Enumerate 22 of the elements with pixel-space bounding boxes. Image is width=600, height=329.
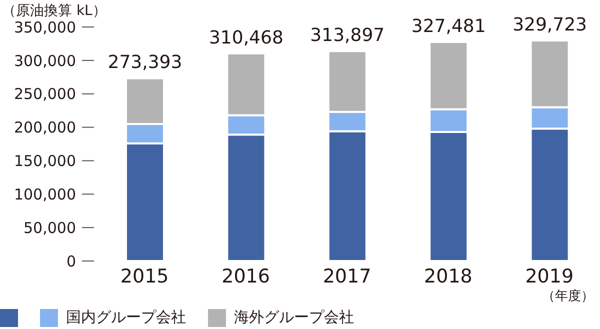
y-tick-label: 350,000 [14, 18, 76, 36]
y-tick-label: 200,000 [14, 118, 76, 137]
x-tick-label: 2017 [322, 265, 372, 288]
x-tick-label: 2016 [222, 265, 270, 288]
y-tick-label: 300,000 [14, 52, 76, 70]
x-tick-label: 2015 [120, 265, 169, 288]
y-axis-title: （原油換算 kL） [2, 2, 106, 20]
total-label: 313,897 [310, 25, 385, 46]
y-tick-label: 0 [66, 252, 76, 270]
legend-label: 海外グループ会社 [234, 308, 354, 327]
legend-label: 国内グループ会社 [66, 308, 186, 327]
total-label: 310,468 [208, 27, 284, 48]
y-tick-label: 150,000 [14, 152, 76, 170]
total-label: 329,723 [512, 14, 588, 36]
y-tick-label: 250,000 [14, 85, 76, 104]
x-tick-label: 2019 [525, 265, 574, 288]
x-axis-title: （年度） [542, 288, 594, 305]
x-tick-label: 2018 [424, 265, 472, 288]
y-tick-label: 50,000 [24, 218, 76, 237]
total-label: 273,393 [108, 52, 182, 74]
y-tick-label: 100,000 [14, 185, 76, 204]
total-label: 327,481 [411, 16, 486, 38]
